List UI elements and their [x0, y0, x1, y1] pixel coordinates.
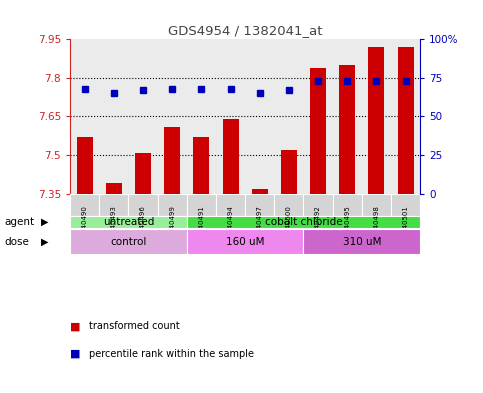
Bar: [193, 137, 209, 194]
Bar: [164, 127, 180, 194]
Bar: [77, 137, 93, 194]
Text: GSM1240496: GSM1240496: [140, 205, 146, 252]
Bar: [398, 47, 413, 194]
Title: GDS4954 / 1382041_at: GDS4954 / 1382041_at: [168, 24, 322, 37]
Text: dose: dose: [5, 237, 30, 247]
Bar: [274, 194, 303, 216]
Text: GSM1240497: GSM1240497: [256, 205, 263, 252]
Bar: [70, 194, 99, 216]
Bar: [106, 184, 122, 194]
Bar: [245, 194, 274, 216]
Text: ▶: ▶: [41, 237, 49, 247]
Bar: [216, 194, 245, 216]
Text: GSM1240495: GSM1240495: [344, 205, 350, 252]
Bar: [70, 216, 187, 228]
Text: transformed count: transformed count: [89, 321, 180, 331]
Bar: [187, 216, 420, 228]
Bar: [303, 194, 333, 216]
Bar: [391, 194, 420, 216]
Text: ■: ■: [70, 349, 81, 359]
Bar: [128, 194, 157, 216]
Bar: [281, 150, 297, 194]
Text: agent: agent: [5, 217, 35, 227]
Text: GSM1240492: GSM1240492: [315, 205, 321, 252]
Bar: [223, 119, 239, 194]
Text: 310 uM: 310 uM: [342, 237, 381, 247]
Bar: [252, 189, 268, 194]
Bar: [70, 230, 187, 254]
Text: GSM1240491: GSM1240491: [199, 205, 204, 252]
Bar: [362, 194, 391, 216]
Text: GSM1240500: GSM1240500: [286, 205, 292, 252]
Bar: [135, 152, 151, 194]
Bar: [339, 65, 355, 194]
Text: cobalt chloride: cobalt chloride: [265, 217, 342, 227]
Bar: [99, 194, 128, 216]
Bar: [303, 230, 420, 254]
Bar: [157, 194, 187, 216]
Text: GSM1240490: GSM1240490: [82, 205, 87, 252]
Text: GSM1240499: GSM1240499: [169, 205, 175, 252]
Bar: [187, 194, 216, 216]
Bar: [333, 194, 362, 216]
Text: ▶: ▶: [41, 217, 49, 227]
Text: GSM1240501: GSM1240501: [403, 205, 409, 252]
Text: untreated: untreated: [103, 217, 154, 227]
Text: 160 uM: 160 uM: [226, 237, 264, 247]
Bar: [310, 68, 326, 194]
Text: GSM1240498: GSM1240498: [373, 205, 380, 252]
Text: control: control: [110, 237, 146, 247]
Bar: [187, 230, 303, 254]
Text: GSM1240493: GSM1240493: [111, 205, 117, 252]
Text: GSM1240494: GSM1240494: [227, 205, 234, 252]
Bar: [369, 47, 384, 194]
Text: ■: ■: [70, 321, 81, 331]
Text: percentile rank within the sample: percentile rank within the sample: [89, 349, 255, 359]
